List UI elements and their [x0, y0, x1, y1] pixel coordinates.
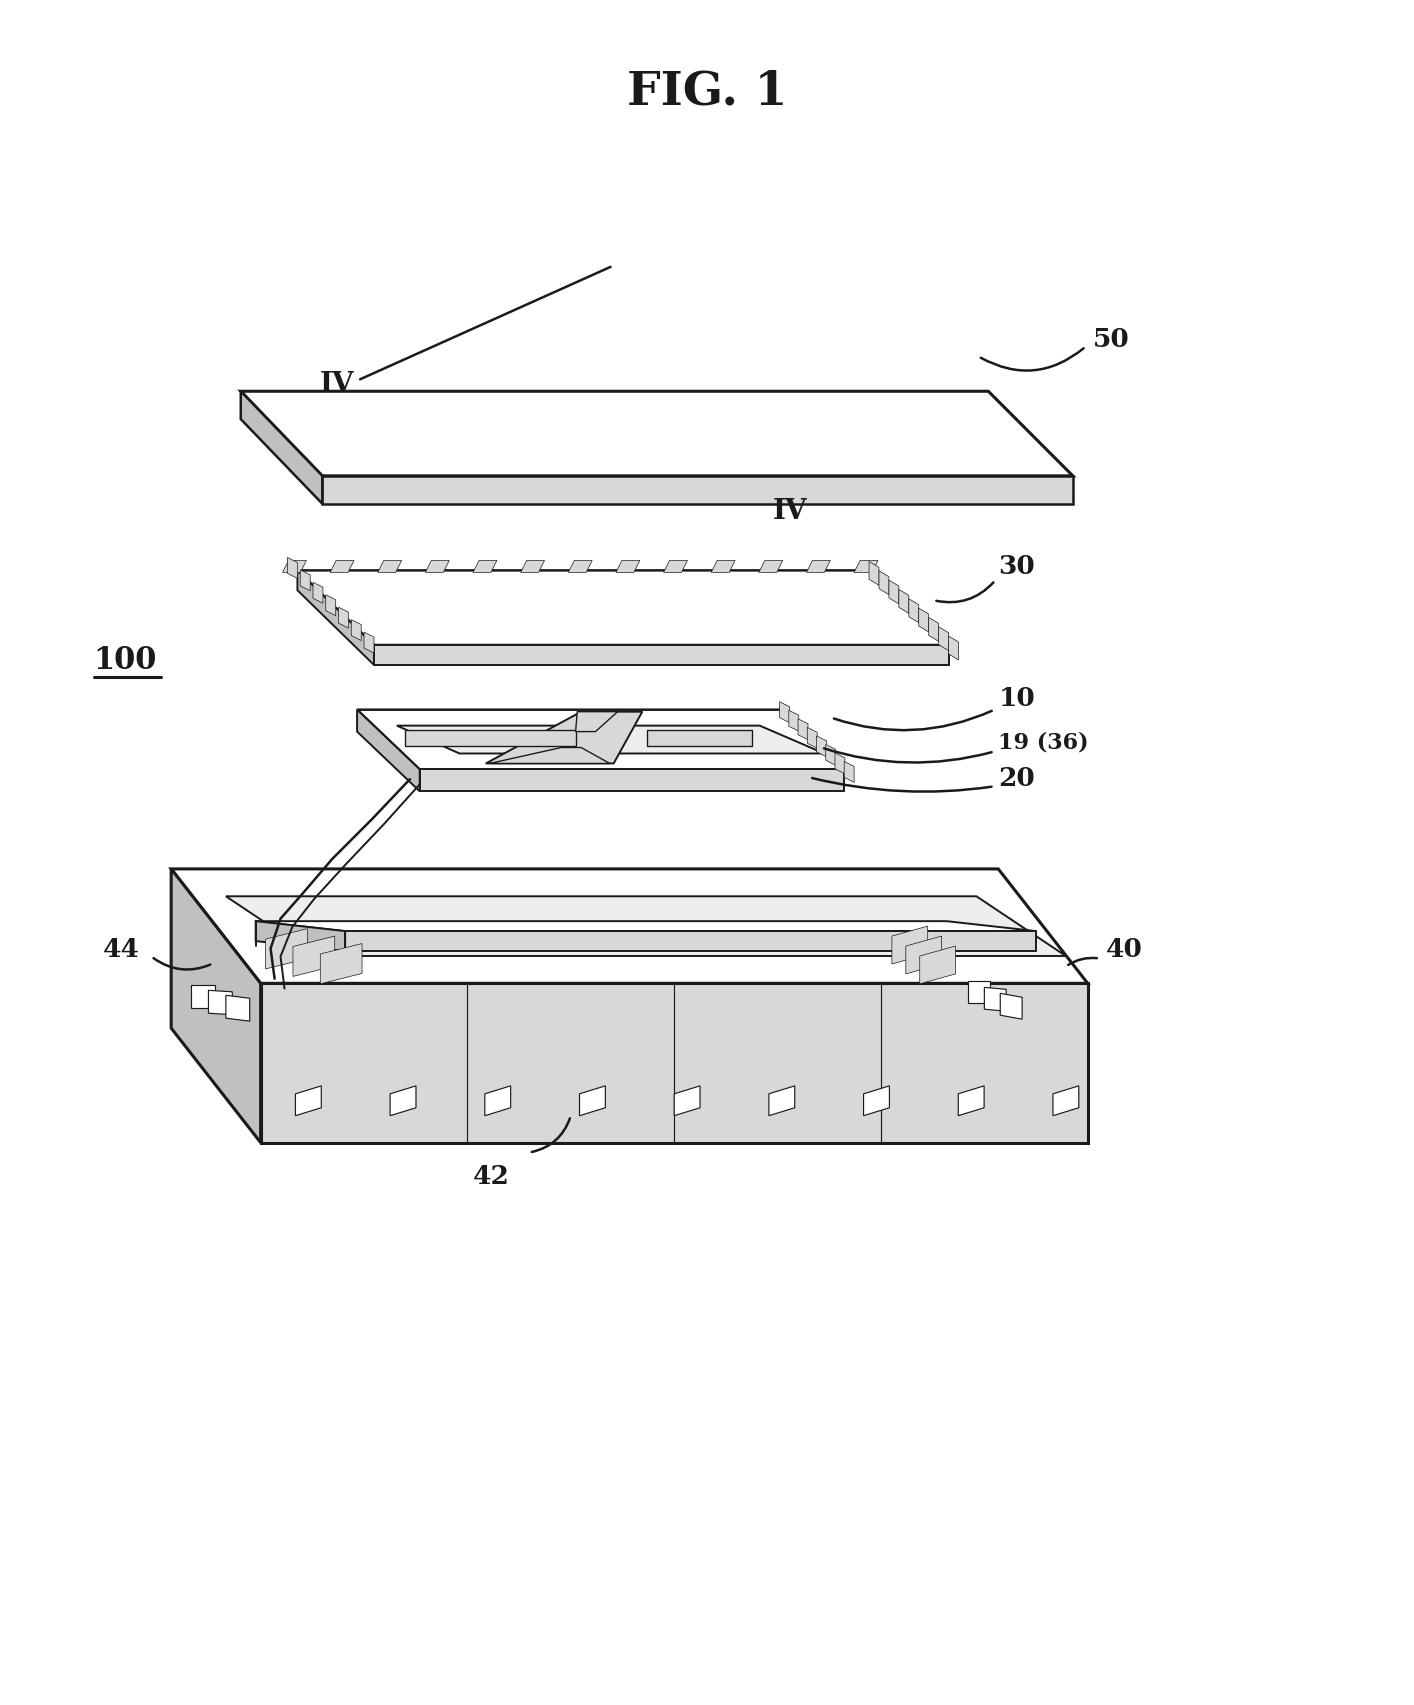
Polygon shape	[358, 711, 420, 791]
Polygon shape	[363, 633, 373, 653]
Text: 20: 20	[998, 766, 1035, 791]
Polygon shape	[949, 636, 959, 660]
Polygon shape	[485, 1086, 510, 1117]
Polygon shape	[674, 1086, 700, 1117]
Polygon shape	[779, 702, 789, 723]
Polygon shape	[834, 754, 846, 774]
Polygon shape	[329, 561, 354, 573]
Polygon shape	[325, 595, 335, 616]
Polygon shape	[789, 711, 799, 731]
Text: IV: IV	[320, 370, 355, 397]
Text: 50: 50	[1093, 327, 1130, 351]
Polygon shape	[844, 762, 854, 783]
Polygon shape	[358, 711, 844, 771]
Polygon shape	[889, 581, 899, 605]
Polygon shape	[663, 561, 687, 573]
Polygon shape	[870, 563, 880, 587]
Polygon shape	[769, 1086, 795, 1117]
Text: 40: 40	[1106, 936, 1143, 962]
Polygon shape	[321, 945, 362, 984]
Polygon shape	[807, 728, 817, 748]
Polygon shape	[568, 561, 592, 573]
Polygon shape	[322, 477, 1073, 505]
Polygon shape	[969, 982, 990, 1004]
Text: 10: 10	[998, 685, 1035, 711]
Polygon shape	[300, 571, 310, 592]
Polygon shape	[351, 621, 361, 641]
Polygon shape	[226, 996, 250, 1021]
Polygon shape	[283, 561, 307, 573]
Polygon shape	[864, 1086, 889, 1117]
Polygon shape	[892, 926, 928, 965]
Polygon shape	[648, 730, 752, 747]
Polygon shape	[899, 590, 909, 614]
Polygon shape	[426, 561, 450, 573]
Polygon shape	[297, 571, 949, 646]
Polygon shape	[826, 745, 836, 766]
Text: 42: 42	[472, 1163, 509, 1188]
Polygon shape	[226, 897, 1066, 957]
Polygon shape	[906, 936, 942, 974]
Polygon shape	[880, 571, 889, 595]
Polygon shape	[256, 922, 345, 951]
Polygon shape	[297, 571, 373, 665]
Text: 100: 100	[93, 644, 157, 677]
Polygon shape	[759, 561, 783, 573]
Polygon shape	[474, 561, 496, 573]
Text: 19 (36): 19 (36)	[998, 731, 1089, 754]
Polygon shape	[171, 870, 1087, 984]
Polygon shape	[1053, 1086, 1079, 1117]
Polygon shape	[378, 561, 402, 573]
Polygon shape	[296, 1086, 321, 1117]
Text: 44: 44	[103, 936, 140, 962]
Polygon shape	[486, 713, 642, 764]
Polygon shape	[345, 931, 1036, 951]
Polygon shape	[711, 561, 735, 573]
Polygon shape	[256, 922, 1036, 931]
Polygon shape	[580, 1086, 605, 1117]
Polygon shape	[919, 609, 929, 633]
Polygon shape	[338, 609, 348, 629]
Polygon shape	[404, 730, 577, 747]
Polygon shape	[929, 617, 939, 641]
Polygon shape	[984, 987, 1007, 1011]
Polygon shape	[240, 392, 1073, 477]
Polygon shape	[171, 870, 260, 1142]
Text: 30: 30	[998, 554, 1035, 578]
Polygon shape	[919, 946, 956, 984]
Polygon shape	[208, 991, 232, 1014]
Polygon shape	[420, 771, 844, 791]
Polygon shape	[390, 1086, 416, 1117]
Text: FIG. 1: FIG. 1	[626, 68, 788, 114]
Polygon shape	[266, 929, 307, 970]
Polygon shape	[1000, 994, 1022, 1020]
Polygon shape	[939, 627, 949, 651]
Polygon shape	[617, 561, 639, 573]
Polygon shape	[959, 1086, 984, 1117]
Polygon shape	[816, 737, 826, 757]
Polygon shape	[260, 984, 1087, 1142]
Polygon shape	[293, 936, 335, 977]
Polygon shape	[489, 748, 609, 764]
Polygon shape	[575, 713, 618, 731]
Text: IV: IV	[772, 498, 807, 525]
Polygon shape	[287, 558, 297, 580]
Polygon shape	[373, 646, 949, 665]
Polygon shape	[191, 985, 215, 1009]
Polygon shape	[240, 392, 322, 505]
Polygon shape	[909, 600, 919, 624]
Polygon shape	[854, 561, 878, 573]
Polygon shape	[520, 561, 544, 573]
Polygon shape	[806, 561, 830, 573]
Polygon shape	[797, 720, 807, 740]
Polygon shape	[312, 583, 322, 604]
Polygon shape	[397, 726, 824, 754]
